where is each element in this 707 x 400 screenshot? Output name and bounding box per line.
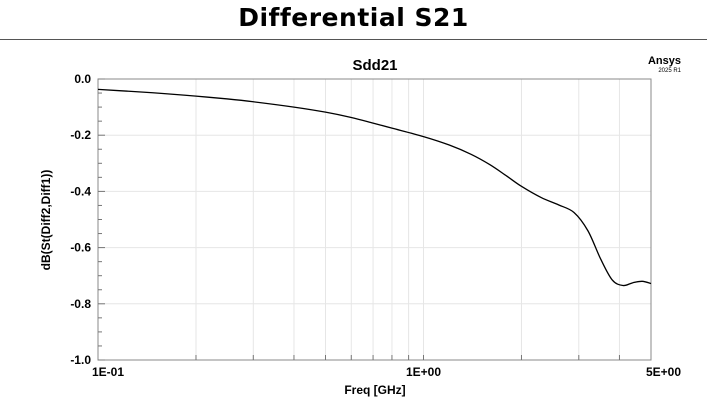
y-tick-label: -0.4 xyxy=(70,184,91,198)
y-tick-label: -0.8 xyxy=(70,297,91,311)
y-tick-label: -0.2 xyxy=(70,128,91,142)
x-axis-label: Freq [GHz] xyxy=(344,383,405,397)
slide-title: Differential S21 xyxy=(238,3,469,32)
y-tick-label: 0.0 xyxy=(74,72,91,86)
watermark-brand: Ansys xyxy=(648,55,681,67)
watermark-version: 2025 R1 xyxy=(658,68,681,74)
title-divider xyxy=(0,39,707,40)
chart-title: Sdd21 xyxy=(352,57,397,74)
x-tick-label: 1E+00 xyxy=(406,365,441,379)
axis-ticks: 0.0 -0.2 -0.4 -0.6 -0.8 -1.01E-01 1E+00 5E+00 xyxy=(70,72,681,379)
x-tick-label: 5E+00 xyxy=(646,365,681,379)
series-line xyxy=(97,88,652,287)
grid xyxy=(98,79,651,360)
x-tick-label: 1E-01 xyxy=(92,365,124,379)
y-axis-label: dB(St(Diff2,Diff1)) xyxy=(39,170,53,271)
series-layer xyxy=(97,88,652,287)
y-tick-label: -1.0 xyxy=(70,353,91,367)
y-tick-label: -0.6 xyxy=(70,241,91,255)
plot-area-frame xyxy=(97,78,652,361)
